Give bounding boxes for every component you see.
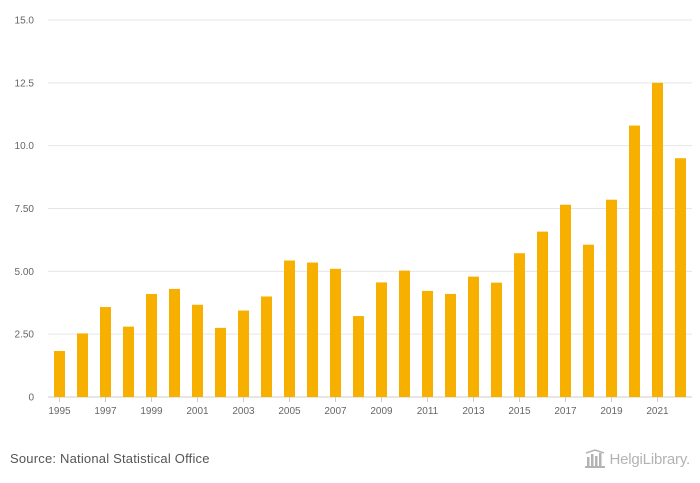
x-tick-label: 2011: [417, 406, 439, 417]
x-axis-ticks: 1995 1997 1999 2001 2003 2005 2007 2009 2011 2013…: [48, 397, 669, 417]
x-tick-label: 2003: [232, 406, 255, 417]
y-tick-label: 0: [28, 393, 34, 404]
bar-2019[interactable]: [606, 199, 617, 397]
x-tick-label: 1999: [140, 406, 163, 417]
x-tick-label: 1997: [94, 406, 117, 417]
grid: [48, 19, 692, 398]
bar-1995[interactable]: [54, 351, 65, 397]
y-tick-label: 10.0: [15, 141, 35, 152]
bar-2003[interactable]: [238, 310, 249, 397]
bar-1998[interactable]: [123, 326, 134, 397]
bar-2013[interactable]: [468, 276, 479, 397]
bar-2008[interactable]: [353, 316, 364, 397]
bar-2005[interactable]: [284, 260, 295, 397]
bar-2011[interactable]: [422, 290, 433, 397]
y-axis-ticks: 0 2.50 5.00 7.50 10.0 12.5 15.0: [15, 16, 35, 404]
bar-2000[interactable]: [169, 288, 180, 397]
y-tick-label: 5.00: [15, 267, 35, 278]
x-tick-label: 2001: [186, 406, 209, 417]
bar-2012[interactable]: [445, 293, 456, 397]
bar-2021[interactable]: [652, 82, 663, 397]
library-icon: [584, 449, 605, 468]
bars: [54, 82, 686, 397]
x-tick-label: 2015: [508, 406, 531, 417]
x-tick-label: 1995: [48, 406, 71, 417]
bar-2014[interactable]: [491, 282, 502, 397]
y-tick-label: 7.50: [15, 204, 35, 215]
bar-2001[interactable]: [192, 304, 203, 397]
bar-2010[interactable]: [399, 270, 410, 397]
bar-2015[interactable]: [514, 253, 525, 397]
y-tick-label: 15.0: [15, 16, 35, 27]
bar-2004[interactable]: [261, 296, 272, 397]
bar-2007[interactable]: [330, 268, 341, 397]
x-tick-label: 2021: [646, 406, 669, 417]
x-tick-label: 2005: [278, 406, 301, 417]
bar-2018[interactable]: [583, 244, 594, 397]
bar-2006[interactable]: [307, 262, 318, 397]
bar-2009[interactable]: [376, 282, 387, 397]
bar-2017[interactable]: [560, 204, 571, 397]
bar-chart: 0 2.50 5.00 7.50 10.0 12.5 15.0 1995 1997 1999 20…: [15, 16, 692, 417]
x-tick-label: 2009: [370, 406, 393, 417]
brand-name: HelgiLibrary.: [609, 450, 691, 468]
bar-1997[interactable]: [100, 307, 111, 397]
bar-2020[interactable]: [629, 125, 640, 397]
x-tick-label: 2017: [554, 406, 577, 417]
x-tick-label: 2013: [462, 406, 485, 417]
bar-2016[interactable]: [537, 231, 548, 397]
x-tick-label: 2007: [324, 406, 347, 417]
bar-2022[interactable]: [675, 158, 686, 397]
y-tick-label: 2.50: [15, 330, 35, 341]
bar-1999[interactable]: [146, 293, 157, 397]
bar-1996[interactable]: [77, 333, 88, 397]
y-tick-label: 12.5: [15, 78, 35, 89]
bar-2002[interactable]: [215, 327, 226, 397]
brand-logo[interactable]: HelgiLibrary.: [583, 449, 691, 469]
source-note: Source: National Statistical Office: [10, 451, 210, 466]
x-tick-label: 2019: [600, 406, 623, 417]
